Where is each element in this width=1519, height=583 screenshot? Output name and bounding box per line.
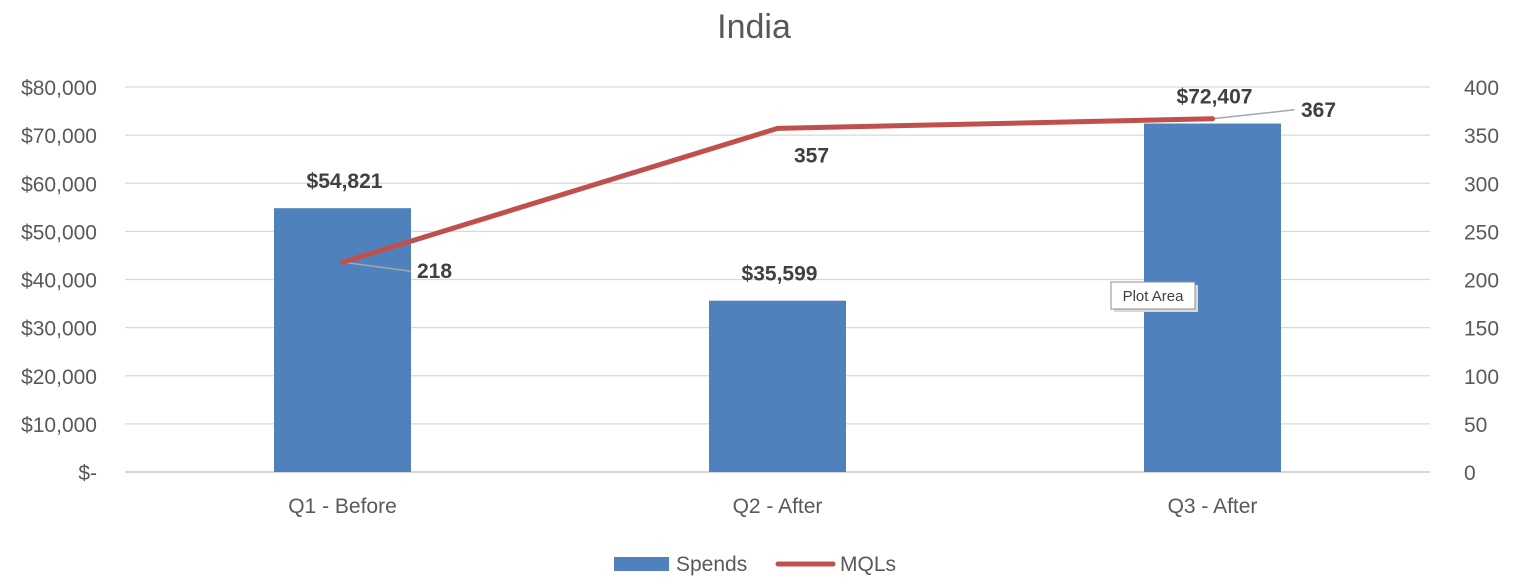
line-data-label: 357 <box>794 144 829 167</box>
line-point[interactable] <box>1210 116 1215 122</box>
bar-data-labels: $54,821 $35,599 $72,407 <box>307 86 1253 286</box>
line-data-label: 367 <box>1301 99 1336 122</box>
mqls-line[interactable] <box>340 116 1215 265</box>
category-label: Q3 - After <box>1168 495 1258 518</box>
line-series-mqls[interactable] <box>340 116 1215 265</box>
left-tick-label: $- <box>78 462 97 485</box>
left-tick-label: $60,000 <box>21 173 97 196</box>
bar-data-label: $54,821 <box>307 170 383 193</box>
right-tick-label: 400 <box>1464 77 1499 100</box>
category-axis: Q1 - Before Q2 - After Q3 - After <box>288 495 1257 518</box>
left-tick-label: $30,000 <box>21 318 97 341</box>
right-tick-label: 350 <box>1464 125 1499 148</box>
right-tick-label: 200 <box>1464 270 1499 293</box>
left-tick-label: $50,000 <box>21 221 97 244</box>
left-tick-label: $70,000 <box>21 125 97 148</box>
legend-label-spends: Spends <box>676 553 747 576</box>
right-tick-label: 0 <box>1464 462 1476 485</box>
legend-label-mqls: MQLs <box>840 553 896 576</box>
category-label: Q2 - After <box>733 495 823 518</box>
plot-area-tooltip: Plot Area <box>1110 281 1198 312</box>
bar[interactable] <box>709 300 846 472</box>
line-data-label: 218 <box>417 260 452 283</box>
leader-line <box>342 261 411 272</box>
right-tick-label: 100 <box>1464 366 1499 389</box>
left-tick-label: $10,000 <box>21 414 97 437</box>
category-label: Q1 - Before <box>288 495 397 518</box>
bar-data-label: $35,599 <box>742 263 818 286</box>
bar-data-label: $72,407 <box>1177 86 1253 109</box>
leader-lines <box>342 109 1295 272</box>
tooltip-box <box>1110 281 1196 310</box>
left-tick-label: $40,000 <box>21 270 97 293</box>
left-axis: $- $10,000 $20,000 $30,000 $40,000 $50,000 $60… <box>21 77 97 485</box>
right-tick-label: 250 <box>1464 221 1499 244</box>
legend: Spends MQLs <box>614 553 896 576</box>
right-tick-label: 300 <box>1464 173 1499 196</box>
left-tick-label: $20,000 <box>21 366 97 389</box>
line-point[interactable] <box>775 125 780 131</box>
legend-swatch-spends <box>614 557 669 571</box>
line-data-labels: 218 357 367 <box>417 99 1336 283</box>
tooltip-text: Plot Area <box>1123 288 1185 305</box>
bar[interactable] <box>274 208 411 472</box>
bar-series-spends[interactable] <box>274 123 1281 472</box>
right-axis: 0 50 100 150 200 250 300 350 400 <box>1464 77 1499 485</box>
left-tick-label: $80,000 <box>21 77 97 100</box>
line-point[interactable] <box>340 259 345 265</box>
leader-line <box>1212 109 1295 120</box>
right-tick-label: 150 <box>1464 318 1499 341</box>
right-tick-label: 50 <box>1464 414 1487 437</box>
chart-title: India <box>717 8 791 46</box>
